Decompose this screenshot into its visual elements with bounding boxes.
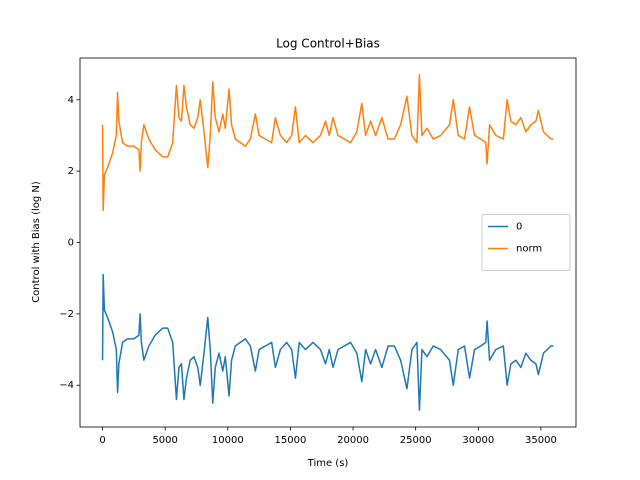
x-tick-label: 35000 <box>525 435 557 446</box>
chart-title: Log Control+Bias <box>276 37 380 51</box>
series-line <box>101 273 554 411</box>
y-tick-label: 2 <box>68 166 74 177</box>
legend: 0 norm <box>481 214 571 271</box>
plot-frame <box>79 57 577 428</box>
series-line <box>101 74 554 212</box>
legend-box <box>481 214 571 271</box>
x-tick-label: 10000 <box>212 435 244 446</box>
x-tick-label: 20000 <box>337 435 369 446</box>
x-axis-label: Time (s) <box>307 458 349 469</box>
legend-label: 0 <box>516 222 522 233</box>
x-tick-label: 5000 <box>152 435 177 446</box>
y-tick-label: 4 <box>68 95 74 106</box>
y-axis-label: Control with Bias (log N) <box>31 181 42 303</box>
y-tick-label: 0 <box>68 238 74 249</box>
y-tick-label: −2 <box>59 309 74 320</box>
x-tick-label: 30000 <box>462 435 494 446</box>
y-tick-label: −4 <box>59 380 74 391</box>
x-tick-label: 0 <box>99 435 105 446</box>
x-tick-label: 15000 <box>275 435 307 446</box>
legend-label: norm <box>516 244 542 255</box>
x-tick-label: 25000 <box>400 435 432 446</box>
